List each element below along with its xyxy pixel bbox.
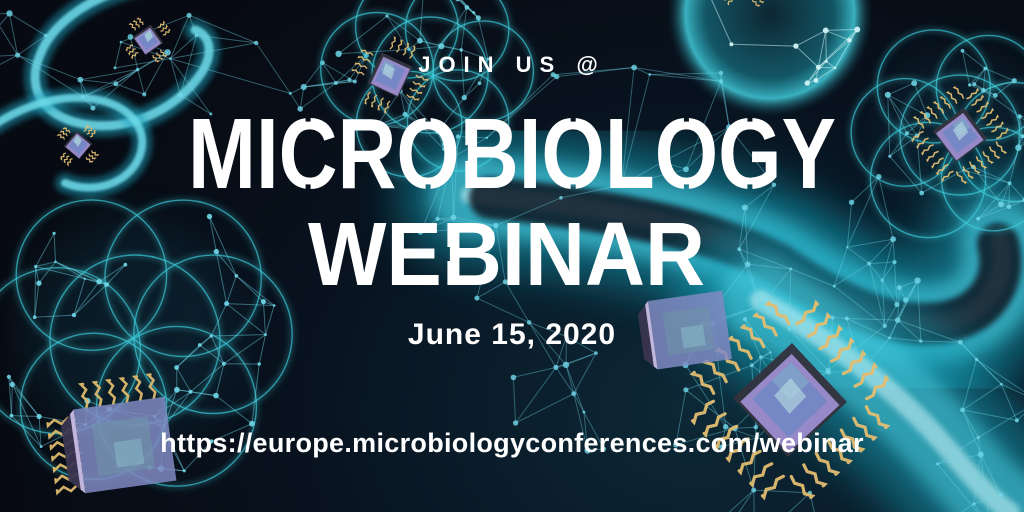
svg-text:WEBINAR: WEBINAR — [308, 205, 705, 305]
svg-text:MICROBIOLOGY: MICROBIOLOGY — [188, 98, 836, 210]
